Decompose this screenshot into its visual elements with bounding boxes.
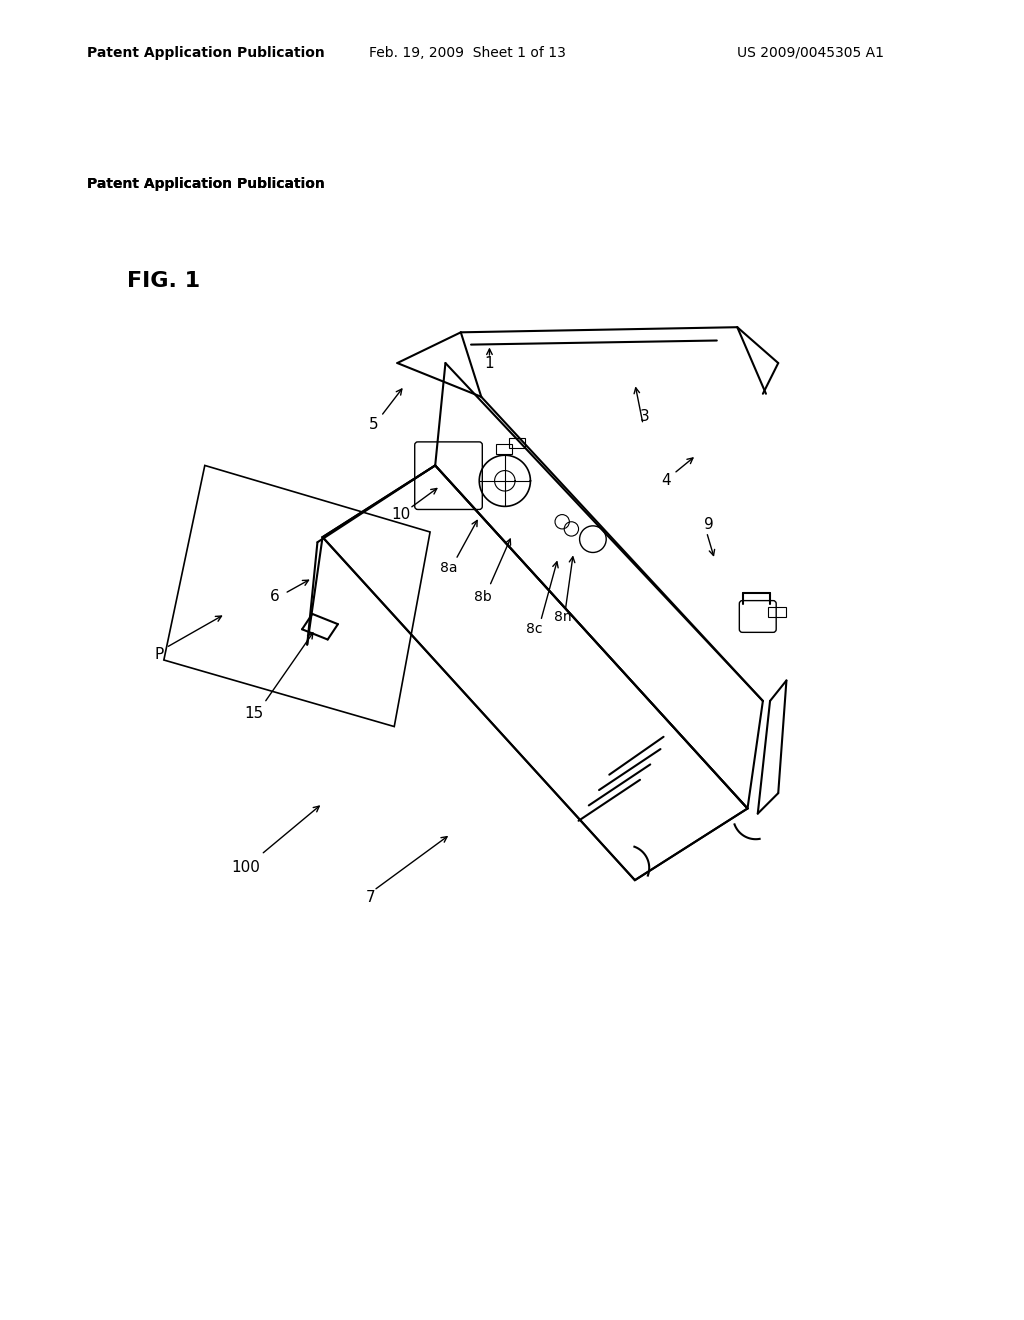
Text: US 2009/0045305 A1: US 2009/0045305 A1 <box>737 46 885 59</box>
Text: FIG. 1: FIG. 1 <box>127 271 201 292</box>
Text: 10: 10 <box>392 507 411 523</box>
Text: 7: 7 <box>366 890 376 906</box>
Text: 100: 100 <box>231 861 260 875</box>
Text: 4: 4 <box>660 474 671 488</box>
Text: Feb. 19, 2009  Sheet 1 of 13: Feb. 19, 2009 Sheet 1 of 13 <box>369 46 565 59</box>
Text: 3: 3 <box>640 409 650 424</box>
Text: Patent Application Publication: Patent Application Publication <box>87 46 325 59</box>
Text: Patent Application Publication: Patent Application Publication <box>87 177 325 191</box>
Text: 8c: 8c <box>526 622 543 636</box>
Text: 9: 9 <box>703 517 714 532</box>
Text: 8n: 8n <box>554 610 572 624</box>
Bar <box>496 444 512 454</box>
Bar <box>509 438 525 447</box>
Text: 1: 1 <box>484 355 495 371</box>
Text: 8a: 8a <box>439 561 458 574</box>
Bar <box>768 607 786 616</box>
Text: 8b: 8b <box>474 590 493 603</box>
Text: 6: 6 <box>269 589 280 605</box>
Text: 15: 15 <box>245 706 263 721</box>
Text: P: P <box>154 647 164 663</box>
Text: Patent Application Publication: Patent Application Publication <box>87 177 325 191</box>
Text: 5: 5 <box>369 417 379 432</box>
